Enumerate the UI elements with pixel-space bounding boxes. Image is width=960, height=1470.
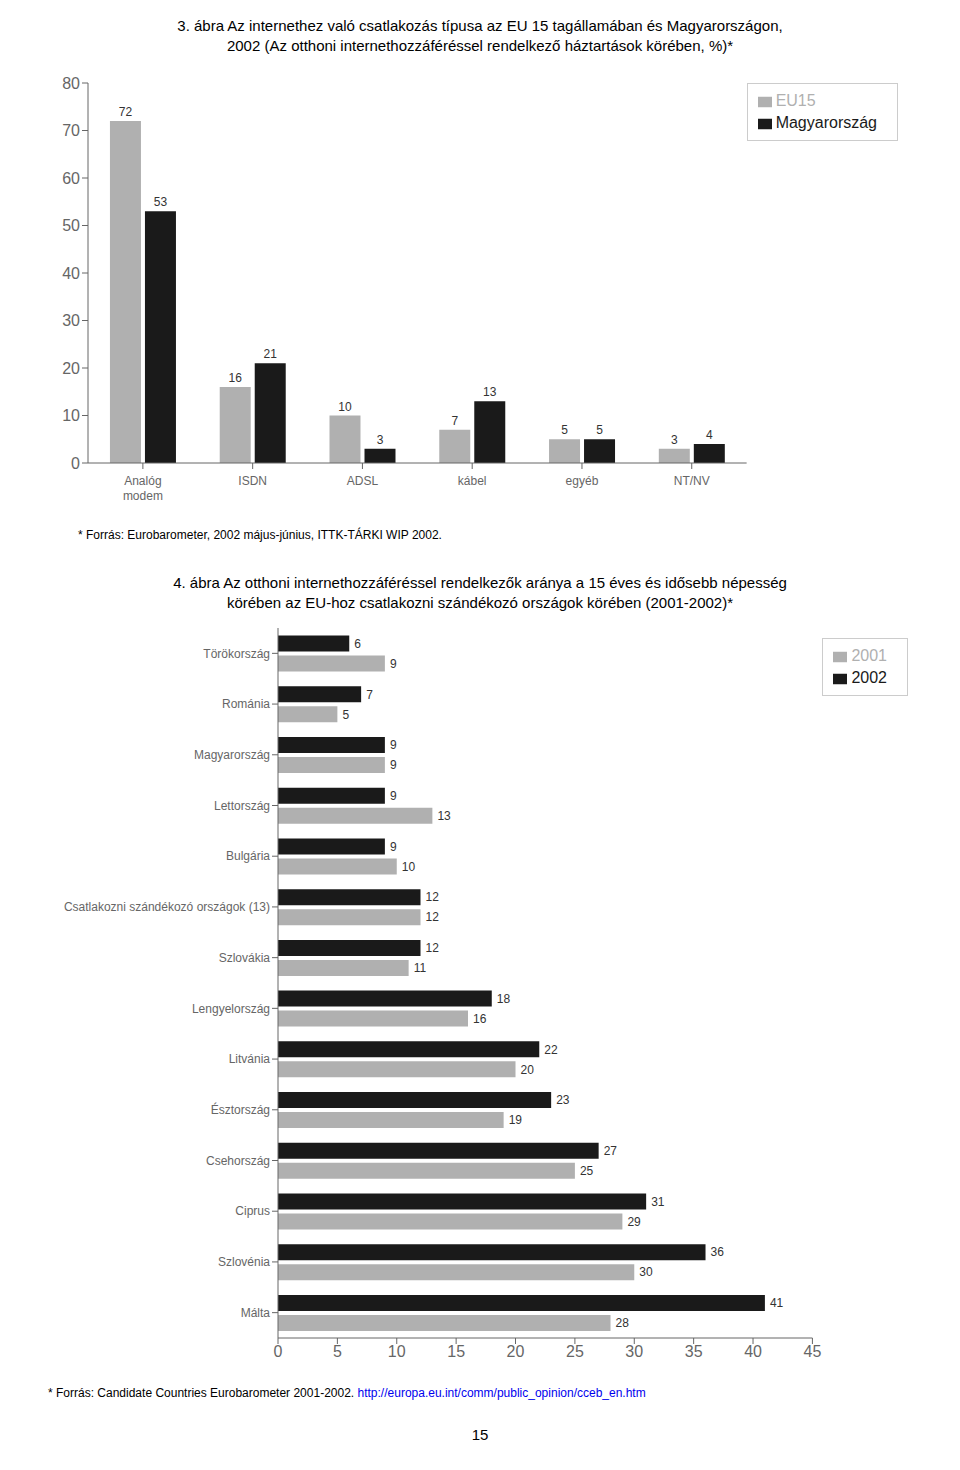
svg-text:13: 13 [437, 809, 451, 823]
svg-text:0: 0 [274, 1343, 283, 1360]
svg-text:9: 9 [390, 840, 397, 854]
svg-text:Málta: Málta [241, 1306, 271, 1320]
svg-text:0: 0 [71, 455, 80, 472]
html-text:körében az EU-hoz csatlakozni: körében az EU-hoz csatlakozni szándékozó… [226, 594, 734, 611]
svg-text:ISDN: ISDN [238, 474, 267, 488]
svg-text:7: 7 [366, 688, 373, 702]
svg-text:45: 45 [804, 1343, 822, 1360]
svg-text:6: 6 [354, 637, 361, 651]
svg-text:ADSL: ADSL [347, 474, 379, 488]
svg-text:25: 25 [566, 1343, 584, 1360]
svg-text:Magyarország: Magyarország [194, 748, 270, 762]
svg-text:15: 15 [447, 1343, 465, 1360]
svg-text:Törökország: Törökország [203, 647, 270, 661]
svg-text:11: 11 [414, 961, 427, 975]
svg-text:Analógmodem: Analógmodem [123, 474, 163, 503]
svg-text:9: 9 [390, 657, 397, 671]
svg-text:18: 18 [497, 992, 511, 1006]
svg-text:4: 4 [706, 428, 713, 442]
svg-text:kábel: kábel [458, 474, 487, 488]
html-text:2002 (Az otthoni internethozzá: 2002 (Az otthoni internethozzáféréssel r… [226, 37, 734, 54]
html-text:15: 15 [471, 1426, 489, 1443]
svg-text:3: 3 [377, 433, 384, 447]
svg-text:20: 20 [62, 360, 80, 377]
svg-text:30: 30 [62, 312, 80, 329]
svg-text:10: 10 [338, 400, 352, 414]
svg-text:28: 28 [616, 1316, 630, 1330]
svg-text:23: 23 [556, 1093, 570, 1107]
svg-text:72: 72 [119, 105, 133, 119]
svg-text:Bulgária: Bulgária [226, 849, 270, 863]
svg-text:35: 35 [685, 1343, 703, 1360]
html-text:EU15: EU15 [775, 92, 816, 109]
html-text:2001: 2001 [851, 647, 887, 664]
svg-text:Ciprus: Ciprus [235, 1204, 270, 1218]
svg-text:7: 7 [451, 414, 458, 428]
svg-text:53: 53 [154, 195, 168, 209]
svg-text:5: 5 [596, 423, 603, 437]
svg-text:5: 5 [333, 1343, 342, 1360]
html-text:2002: 2002 [851, 669, 887, 686]
svg-text:70: 70 [62, 122, 80, 139]
svg-text:36: 36 [711, 1245, 725, 1259]
svg-text:40: 40 [62, 265, 80, 282]
svg-text:30: 30 [625, 1343, 643, 1360]
svg-text:9: 9 [390, 758, 397, 772]
svg-text:27: 27 [604, 1144, 618, 1158]
svg-text:80: 80 [62, 75, 80, 92]
svg-text:22: 22 [544, 1043, 558, 1057]
svg-text:21: 21 [264, 347, 278, 361]
svg-text:10: 10 [62, 407, 80, 424]
svg-text:Románia: Románia [222, 697, 270, 711]
svg-text:Lengyelország: Lengyelország [192, 1002, 270, 1016]
html-text:* Forrás: Candidate Countries: * Forrás: Candidate Countries Eurobarome… [48, 1386, 646, 1400]
svg-text:Csatlakozni szándékozó országo: Csatlakozni szándékozó országok (13) [64, 900, 270, 914]
html-text:3. ábra Az internethez való cs: 3. ábra Az internethez való csatlakozás … [177, 17, 783, 34]
svg-text:egyéb: egyéb [566, 474, 599, 488]
svg-text:19: 19 [509, 1113, 523, 1127]
svg-text:Szlovákia: Szlovákia [219, 951, 271, 965]
svg-text:16: 16 [229, 371, 243, 385]
svg-text:31: 31 [651, 1195, 665, 1209]
html-text:4. ábra Az otthoni internethoz: 4. ábra Az otthoni internethozzáféréssel… [173, 574, 787, 591]
svg-text:5: 5 [561, 423, 568, 437]
svg-text:12: 12 [426, 910, 440, 924]
svg-text:12: 12 [426, 890, 440, 904]
html-text:* Forrás: Eurobarometer, 2002: * Forrás: Eurobarometer, 2002 május-júni… [78, 528, 442, 542]
svg-text:10: 10 [402, 860, 416, 874]
svg-text:5: 5 [342, 708, 349, 722]
svg-text:16: 16 [473, 1012, 487, 1026]
svg-text:20: 20 [507, 1343, 525, 1360]
svg-text:Észtország: Észtország [211, 1102, 270, 1117]
svg-text:20: 20 [521, 1063, 535, 1077]
svg-text:13: 13 [483, 385, 497, 399]
svg-text:30: 30 [639, 1265, 653, 1279]
svg-text:10: 10 [388, 1343, 406, 1360]
svg-text:Csehország: Csehország [206, 1154, 270, 1168]
svg-text:Lettország: Lettország [214, 799, 270, 813]
svg-text:60: 60 [62, 170, 80, 187]
svg-text:9: 9 [390, 738, 397, 752]
html-text:Magyarország: Magyarország [775, 114, 877, 131]
svg-text:50: 50 [62, 217, 80, 234]
svg-text:41: 41 [770, 1296, 784, 1310]
svg-text:3: 3 [671, 433, 678, 447]
svg-text:12: 12 [426, 941, 440, 955]
svg-text:Szlovénia: Szlovénia [218, 1255, 270, 1269]
svg-text:Litvánia: Litvánia [229, 1052, 271, 1066]
svg-text:40: 40 [744, 1343, 762, 1360]
svg-text:NT/NV: NT/NV [674, 474, 710, 488]
svg-text:29: 29 [627, 1215, 641, 1229]
svg-text:9: 9 [390, 789, 397, 803]
svg-text:25: 25 [580, 1164, 594, 1178]
